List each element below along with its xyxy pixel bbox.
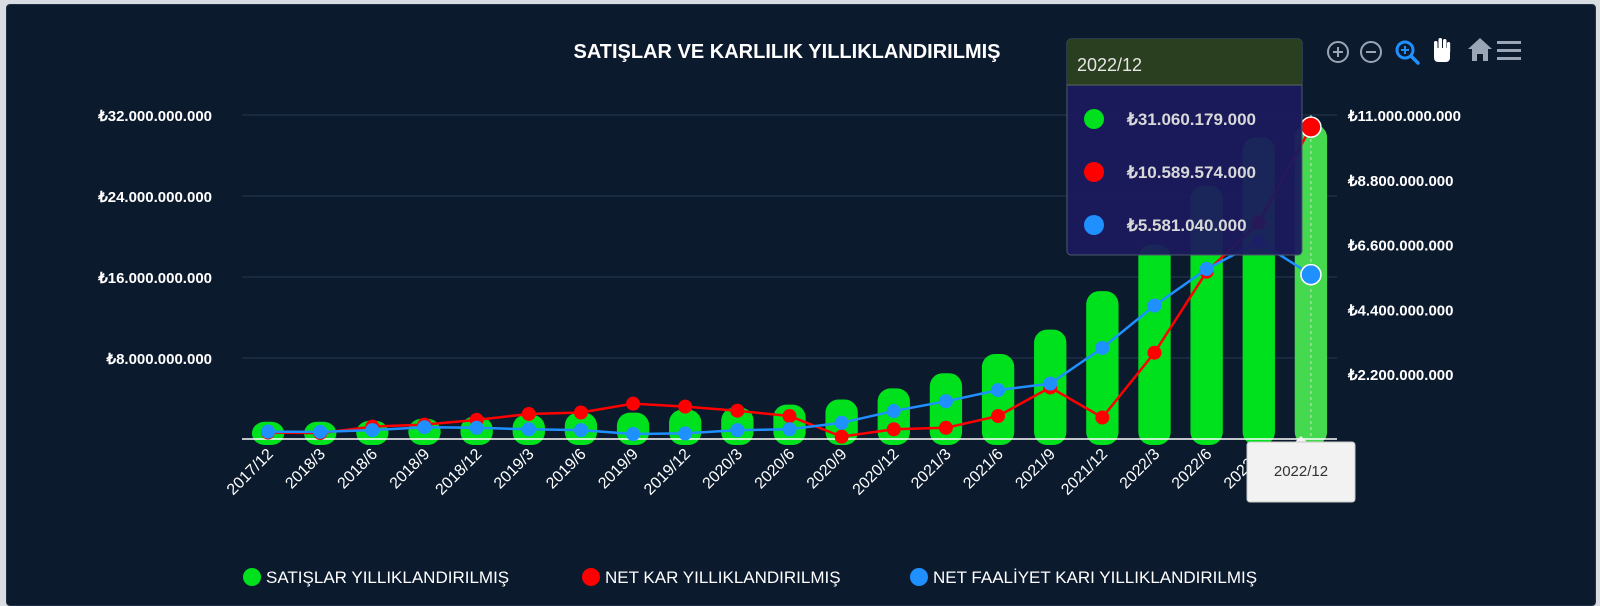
legend-marker xyxy=(910,568,928,586)
legend-item[interactable]: NET KAR YILLIKLANDIRILMIŞ xyxy=(582,568,841,587)
tooltip-sales-marker xyxy=(1084,109,1104,129)
operating-profit-point[interactable] xyxy=(469,420,484,435)
legend-label: NET FAALİYET KARI YILLIKLANDIRILMIŞ xyxy=(933,568,1257,587)
y-left-tick-label: ₺16.000.000.000 xyxy=(97,270,212,287)
y-right-tick-label: ₺8.800.000.000 xyxy=(1347,173,1453,190)
x-tick-label: 2021/3 xyxy=(908,446,955,493)
x-tick-label: 2019/9 xyxy=(595,446,642,493)
selection-zoom-icon[interactable] xyxy=(1395,40,1420,65)
tooltip-operating-profit-marker xyxy=(1084,215,1104,235)
x-tick-label: 2021/9 xyxy=(1012,446,1059,493)
legend-item[interactable]: SATIŞLAR YILLIKLANDIRILMIŞ xyxy=(243,568,509,587)
operating-profit-point[interactable] xyxy=(521,422,536,437)
operating-profit-point[interactable] xyxy=(678,426,693,441)
pan-icon[interactable] xyxy=(1434,38,1451,62)
y-left-tick-label: ₺8.000.000.000 xyxy=(106,351,212,368)
net-profit-point[interactable] xyxy=(521,406,536,421)
x-tick-label: 2020/6 xyxy=(752,446,799,493)
net-profit-point[interactable] xyxy=(1147,345,1162,360)
legend[interactable]: SATIŞLAR YILLIKLANDIRILMIŞ NET KAR YILLIK… xyxy=(243,568,1257,587)
y-left-tick-label: ₺32.000.000.000 xyxy=(97,108,212,125)
net-profit-point[interactable] xyxy=(886,422,901,437)
tooltip-rows: ₺31.060.179.000 ₺10.589.574.000 ₺5.581.040… xyxy=(1084,109,1256,235)
operating-profit-point[interactable] xyxy=(1043,376,1058,391)
operating-profit-point[interactable] xyxy=(730,423,745,438)
legend-marker xyxy=(582,568,600,586)
tooltip-operating-profit-value: ₺5.581.040.000 xyxy=(1126,216,1247,235)
operating-profit-point[interactable] xyxy=(1095,340,1110,355)
chart-toolbar[interactable] xyxy=(1327,38,1521,65)
operating-profit-point[interactable] xyxy=(365,423,380,438)
x-axis-labels: 2017/12 2018/3 2018/6 2018/9 2018/12 2019/3 20… xyxy=(224,446,1320,499)
x-tick-label: 2019/3 xyxy=(491,446,538,493)
x-tick-label: 2019/12 xyxy=(641,446,694,499)
y-axis-left: ₺8.000.000.000 ₺16.000.000.000 ₺24.000.000… xyxy=(97,108,212,368)
x-tick-label: 2017/12 xyxy=(224,446,277,499)
net-profit-point[interactable] xyxy=(730,403,745,418)
net-profit-point[interactable] xyxy=(1095,410,1110,425)
net-profit-point[interactable] xyxy=(834,429,849,444)
zoom-out-icon[interactable] xyxy=(1360,41,1382,63)
legend-item[interactable]: NET FAALİYET KARI YILLIKLANDIRILMIŞ xyxy=(910,568,1257,587)
net-profit-point[interactable] xyxy=(938,420,953,435)
net-profit-point[interactable] xyxy=(573,405,588,420)
operating-profit-point[interactable] xyxy=(261,424,276,439)
operating-profit-point[interactable] xyxy=(1300,263,1322,286)
chart-title: SATIŞLAR VE KARLILIK YILLIKLANDIRILMIŞ xyxy=(573,41,1000,63)
operating-profit-point[interactable] xyxy=(573,423,588,438)
operating-profit-point[interactable] xyxy=(938,394,953,409)
legend-label: NET KAR YILLIKLANDIRILMIŞ xyxy=(605,568,841,587)
operating-profit-point[interactable] xyxy=(1199,262,1214,277)
net-profit-point[interactable] xyxy=(678,399,693,414)
operating-profit-point[interactable] xyxy=(782,422,797,437)
legend-marker xyxy=(243,568,261,586)
home-icon[interactable] xyxy=(1468,38,1492,61)
menu-icon[interactable] xyxy=(1497,41,1521,60)
x-tick-label: 2020/3 xyxy=(700,446,747,493)
operating-profit-point[interactable] xyxy=(626,426,641,441)
x-tick-label: 2020/12 xyxy=(850,446,903,499)
net-profit-point[interactable] xyxy=(991,409,1006,424)
x-tick-label: 2018/12 xyxy=(433,446,486,499)
tooltip-net-profit-value: ₺10.589.574.000 xyxy=(1126,163,1256,182)
x-tick-label: 2020/9 xyxy=(804,446,851,493)
operating-profit-point[interactable] xyxy=(313,424,328,439)
operating-profit-point[interactable] xyxy=(1147,298,1162,313)
x-tick-label: 2021/6 xyxy=(960,446,1007,493)
crosshair-x-label-text: 2022/12 xyxy=(1274,463,1328,480)
tooltip: 2022/12 ₺31.060.179.000 ₺10.589.574.000 ₺5… xyxy=(1066,38,1303,256)
net-profit-point[interactable] xyxy=(626,396,641,411)
tooltip-sales-value: ₺31.060.179.000 xyxy=(1126,110,1256,129)
operating-profit-point[interactable] xyxy=(991,383,1006,398)
x-tick-label: 2019/6 xyxy=(543,446,590,493)
chart-panel: SATIŞLAR VE KARLILIK YILLIKLANDIRILMIŞ ₺… xyxy=(6,4,1596,606)
net-profit-point[interactable] xyxy=(782,409,797,424)
tooltip-net-profit-marker xyxy=(1084,162,1104,182)
net-profit-point[interactable] xyxy=(1300,116,1322,138)
x-tick-label: 2018/3 xyxy=(282,446,329,493)
x-tick-label: 2022/3 xyxy=(1117,446,1164,493)
x-tick-label: 2022/6 xyxy=(1169,446,1216,493)
operating-profit-point[interactable] xyxy=(834,415,849,430)
y-right-tick-label: ₺11.000.000.000 xyxy=(1347,108,1461,125)
crosshair-x-label: 2022/12 xyxy=(1246,436,1356,503)
operating-profit-point[interactable] xyxy=(886,404,901,419)
legend-label: SATIŞLAR YILLIKLANDIRILMIŞ xyxy=(266,568,509,587)
x-tick-label: 2018/6 xyxy=(335,446,382,493)
x-tick-label: 2018/9 xyxy=(387,446,434,493)
operating-profit-point[interactable] xyxy=(417,420,432,435)
sales-bar[interactable] xyxy=(1138,244,1171,445)
y-right-tick-label: ₺4.400.000.000 xyxy=(1347,302,1453,319)
chart-canvas: SATIŞLAR VE KARLILIK YILLIKLANDIRILMIŞ ₺… xyxy=(97,38,1521,587)
y-right-tick-label: ₺6.600.000.000 xyxy=(1347,238,1453,255)
y-axis-right: ₺2.200.000.000 ₺4.400.000.000 ₺6.600.000.0… xyxy=(1347,108,1461,384)
sales-bar[interactable] xyxy=(981,353,1015,445)
tooltip-title: 2022/12 xyxy=(1077,55,1142,75)
zoom-in-icon[interactable] xyxy=(1327,41,1349,63)
y-left-tick-label: ₺24.000.000.000 xyxy=(97,189,212,206)
x-tick-label: 2021/12 xyxy=(1058,446,1111,499)
y-right-tick-label: ₺2.200.000.000 xyxy=(1347,367,1453,384)
